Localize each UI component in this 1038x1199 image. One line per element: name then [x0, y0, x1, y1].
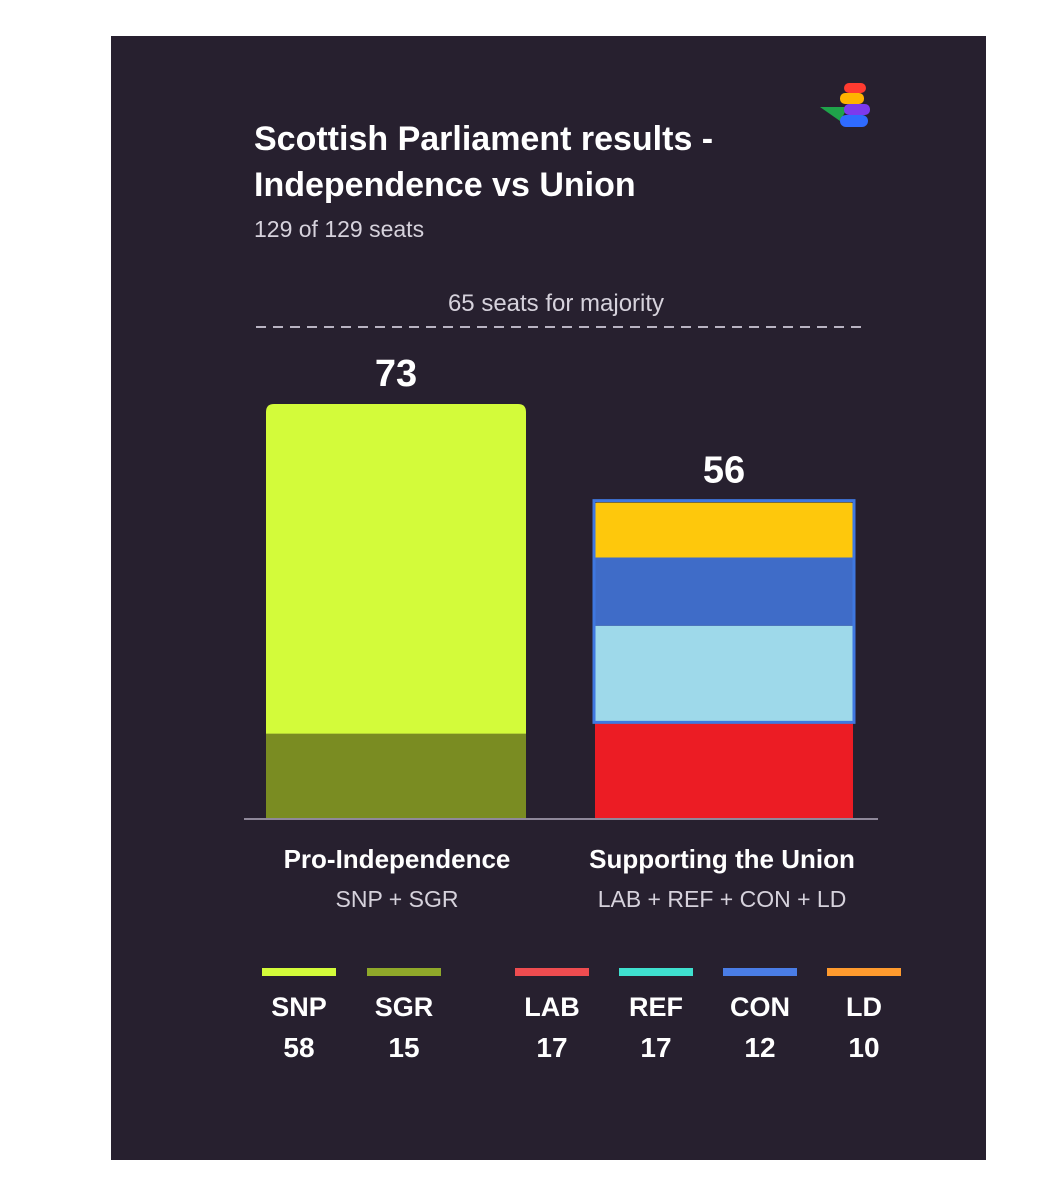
legend-item-ld: LD 10 [824, 968, 904, 1068]
legend-name-lab: LAB [524, 992, 580, 1022]
legend-swatch-con [723, 968, 797, 976]
bar-segment-lab [595, 722, 853, 819]
legend-swatch-ref [619, 968, 693, 976]
chart-card: Scottish Parliament results - Independen… [111, 36, 986, 1160]
legend-value-snp: 58 [283, 1032, 315, 1063]
group-name-pro-independence: Pro-Independence [283, 844, 511, 874]
legend-value-ld: 10 [848, 1032, 880, 1063]
legend-name-snp: SNP [271, 992, 327, 1022]
legend-name-sgr: SGR [374, 992, 434, 1022]
legend-name-ld: LD [846, 992, 882, 1022]
majority-line-label: 65 seats for majority [447, 290, 665, 317]
stacked-bar-chart: 73 56 [244, 326, 878, 820]
legend-item-ref: REF 17 [616, 968, 696, 1068]
legend-swatch-snp [262, 968, 336, 976]
legend-value-lab: 17 [536, 1032, 568, 1063]
legend-item-lab: LAB 17 [512, 968, 592, 1068]
legend-name-ref: REF [629, 992, 683, 1022]
group-parties-pro-independence: SNP + SGR [335, 886, 459, 912]
chart-subtitle: 129 of 129 seats [254, 216, 425, 242]
legend-value-con: 12 [744, 1032, 776, 1063]
bar-segment-snp [266, 404, 526, 734]
group-name-union: Supporting the Union [589, 844, 855, 874]
bar-outline-union [592, 499, 856, 724]
legend-value-sgr: 15 [388, 1032, 420, 1063]
legend-value-ref: 17 [640, 1032, 672, 1063]
bar-total-label-pro-independence: 73 [375, 353, 417, 395]
bar-segment-ref [595, 625, 853, 723]
legend-item-con: CON 12 [720, 968, 800, 1068]
bar-segment-sgr [266, 733, 526, 819]
s-brand-logo-icon [820, 83, 870, 127]
bar-segment-ld [595, 502, 853, 558]
legend-item-snp: SNP 58 [259, 968, 339, 1068]
legend-name-con: CON [730, 992, 790, 1022]
bar-total-label-union: 56 [703, 450, 745, 492]
legend-item-sgr: SGR 15 [364, 968, 444, 1068]
legend-swatch-lab [515, 968, 589, 976]
legend-swatch-ld [827, 968, 901, 976]
chart-title-line-1: Scottish Parliament results - [254, 120, 714, 158]
bar-segment-con [595, 557, 853, 626]
legend-swatch-sgr [367, 968, 441, 976]
group-parties-union: LAB + REF + CON + LD [597, 886, 847, 912]
chart-title: Scottish Parliament results - Independen… [254, 116, 713, 208]
chart-title-line-2: Independence vs Union [254, 166, 636, 204]
